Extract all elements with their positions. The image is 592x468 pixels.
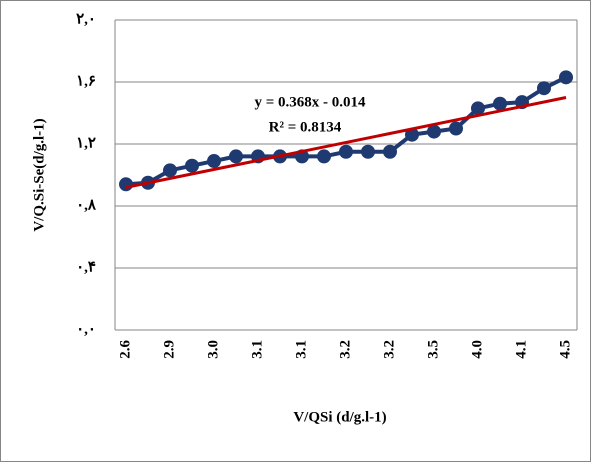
- r-squared: R² = 0.8134: [269, 119, 342, 135]
- marker: [229, 149, 243, 164]
- marker: [471, 101, 485, 116]
- x-tick-label: 4.5: [557, 340, 573, 359]
- y-tick-label: ۱,۶: [76, 73, 96, 89]
- x-tick-label: 4.0: [469, 340, 485, 359]
- x-tick-label: 3.2: [337, 340, 353, 359]
- y-axis-title: V/Q.Si-Se(d/g.l-1): [31, 118, 47, 231]
- marker: [163, 163, 177, 178]
- marker: [185, 158, 199, 173]
- x-tick-label: 3.0: [205, 340, 221, 359]
- y-tick-label: ۰,۰: [76, 321, 96, 337]
- trendline: [125, 96, 567, 189]
- x-tick-label: 3.1: [249, 340, 265, 359]
- marker: [361, 144, 375, 159]
- marker: [207, 154, 221, 169]
- marker: [317, 149, 331, 164]
- y-tick-label: ۰,۸: [76, 197, 97, 213]
- marker: [537, 81, 551, 96]
- x-tick-label: 2.9: [161, 340, 177, 359]
- x-axis-title: V/QSi (d/g.l-1): [293, 409, 386, 425]
- marker: [559, 70, 573, 85]
- x-tick-label: 2.6: [117, 340, 133, 359]
- y-tick-label: ۰,۴: [76, 259, 96, 275]
- x-tick-label: 3.1: [293, 340, 309, 359]
- marker: [339, 144, 353, 159]
- y-tick-label: ۲,۰: [76, 11, 96, 27]
- marker: [383, 144, 397, 159]
- marker: [449, 121, 463, 136]
- x-tick-label: 3.5: [425, 340, 441, 359]
- x-tick-label: 3.2: [381, 340, 397, 359]
- marker: [493, 96, 507, 111]
- marker: [427, 124, 441, 139]
- marker: [119, 177, 133, 192]
- equation: y = 0.368x - 0.014: [254, 94, 366, 110]
- x-tick-label: 4.1: [513, 340, 529, 359]
- y-tick-label: ۱,۲: [76, 135, 96, 151]
